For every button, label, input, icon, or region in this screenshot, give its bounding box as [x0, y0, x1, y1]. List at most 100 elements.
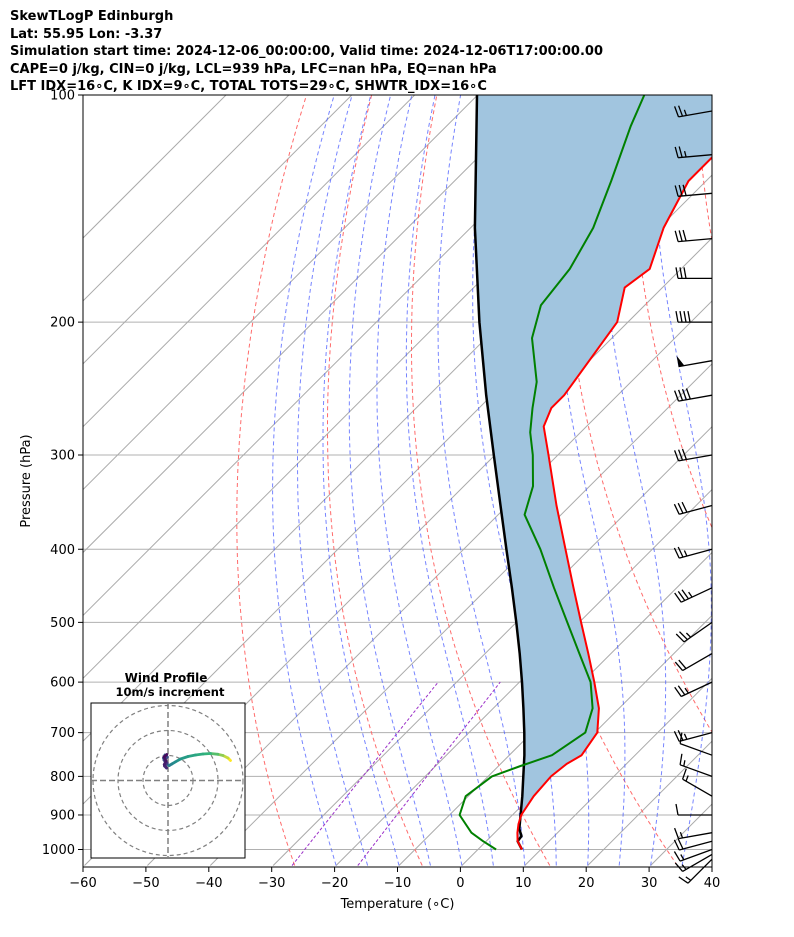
wind-barb-shaft	[682, 853, 713, 872]
wind-barb-shaft	[682, 653, 713, 672]
isotherm-line	[83, 95, 353, 365]
wind-barb-half	[683, 150, 687, 158]
title-times: Simulation start time: 2024-12-06_00:00:…	[10, 44, 603, 59]
wind-barb-shaft	[679, 548, 713, 559]
dry-adiabat-line	[411, 95, 551, 866]
wind-barb-full	[674, 592, 682, 603]
wind-barb	[674, 681, 713, 698]
wind-barb-full	[674, 230, 679, 242]
isotherm-line	[83, 95, 416, 428]
wind-barb-full	[679, 267, 683, 279]
wind-barb-shaft	[683, 621, 713, 643]
wind-barb	[673, 546, 713, 559]
parcel-profile-line	[473, 95, 526, 851]
wind-barb-full	[677, 838, 684, 850]
wind-barb-full	[677, 502, 684, 514]
wind-barb-shaft	[679, 764, 713, 778]
wind-barb-half	[685, 775, 689, 782]
wind-barb-shaft	[679, 731, 713, 743]
isotherm-line	[714, 78, 794, 865]
y-tick-label: 900	[50, 808, 75, 823]
wind-barb	[674, 146, 713, 159]
wind-barb	[675, 310, 712, 323]
x-tick-label: 30	[641, 876, 658, 891]
wind-barb-full	[675, 803, 679, 816]
wind-barb-half	[679, 831, 684, 839]
dry-adiabat-line	[562, 95, 712, 734]
moist-adiabat-line	[376, 95, 463, 866]
wind-barb-full	[674, 146, 679, 158]
title-cape-cin: CAPE=0 j/kg, CIN=0 j/kg, LCL=939 hPa, LF…	[10, 61, 497, 77]
wind-barb-full	[677, 730, 684, 741]
wind-barb-full	[674, 661, 684, 672]
wind-barb-full	[682, 229, 687, 242]
wind-barb-shaft	[680, 681, 713, 698]
wind-barb	[679, 753, 713, 778]
dry-adiabat-line	[631, 95, 712, 529]
x-tick-label: −40	[195, 876, 222, 891]
wind-barb-full	[677, 591, 686, 601]
wind-barb-full	[678, 659, 687, 670]
isotherm-line	[83, 95, 290, 302]
wind-barb-shaft	[687, 858, 713, 884]
x-tick-label: 10	[515, 876, 532, 891]
wind-barb-full	[679, 310, 683, 323]
wind-barb	[673, 448, 713, 462]
wind-barb-full	[678, 184, 683, 197]
wind-barb-full	[678, 876, 689, 884]
wind-barb-full	[673, 839, 680, 851]
wind-barb-full	[673, 547, 680, 559]
wind-barb-full	[673, 731, 680, 742]
wind-barb-half	[685, 632, 692, 638]
isotherm-line	[209, 363, 712, 866]
wind-barb-full	[681, 589, 689, 600]
wind-barb-half	[688, 591, 693, 598]
y-tick-label: 100	[50, 89, 75, 104]
wind-barb-shaft	[678, 237, 713, 243]
x-tick-label: −50	[132, 876, 159, 891]
hodograph-subtitle: 10m/s increment	[116, 685, 225, 699]
wind-barb-shaft	[678, 454, 713, 462]
wind-barb-full	[677, 685, 686, 696]
title-location: Lat: 55.95 Lon: -3.37	[10, 26, 163, 42]
x-tick-label: −60	[69, 876, 96, 891]
wind-barb-full	[673, 503, 680, 515]
wind-barb	[674, 587, 713, 603]
dry-adiabat-line	[327, 95, 423, 866]
wind-barb	[673, 105, 713, 118]
wind-barb-full	[673, 851, 681, 862]
wind-barb	[673, 388, 713, 402]
wind-barb-half	[684, 687, 689, 694]
wind-barb	[673, 827, 713, 840]
dry-adiabat-line	[236, 95, 307, 866]
wind-barb-full	[683, 310, 687, 323]
wind-barb	[673, 730, 713, 743]
hodograph-plot	[91, 703, 245, 858]
wind-barb-half	[683, 109, 688, 116]
wind-barb-full	[677, 105, 684, 117]
wind-barb	[673, 838, 713, 851]
x-tick-label: 0	[456, 876, 464, 891]
x-axis-label: Temperature (∘C)	[340, 897, 455, 912]
isotherm-line	[83, 95, 227, 239]
x-tick-label: 20	[578, 876, 595, 891]
wind-barb-full	[677, 546, 684, 558]
wind-barb-full	[685, 388, 691, 400]
y-tick-label: 200	[50, 316, 75, 331]
wind-barb-full	[681, 388, 688, 400]
x-tick-label: −30	[258, 876, 285, 891]
wind-barb	[673, 501, 713, 515]
temperature-profile-line	[516, 155, 712, 850]
wind-barb-full	[675, 633, 685, 643]
wind-barb-full	[683, 267, 687, 279]
wind-barb-full	[678, 230, 683, 242]
hodograph-segment	[162, 753, 169, 759]
moist-adiabat-line	[272, 95, 337, 866]
wind-barb-full	[673, 390, 680, 402]
wind-barb	[674, 653, 713, 672]
dewpoint-profile-line	[458, 95, 646, 851]
y-tick-label: 800	[50, 770, 75, 785]
wind-barb-shaft	[678, 110, 713, 118]
dry-adiabat-line	[763, 95, 794, 866]
wind-barb-shaft	[678, 832, 713, 840]
